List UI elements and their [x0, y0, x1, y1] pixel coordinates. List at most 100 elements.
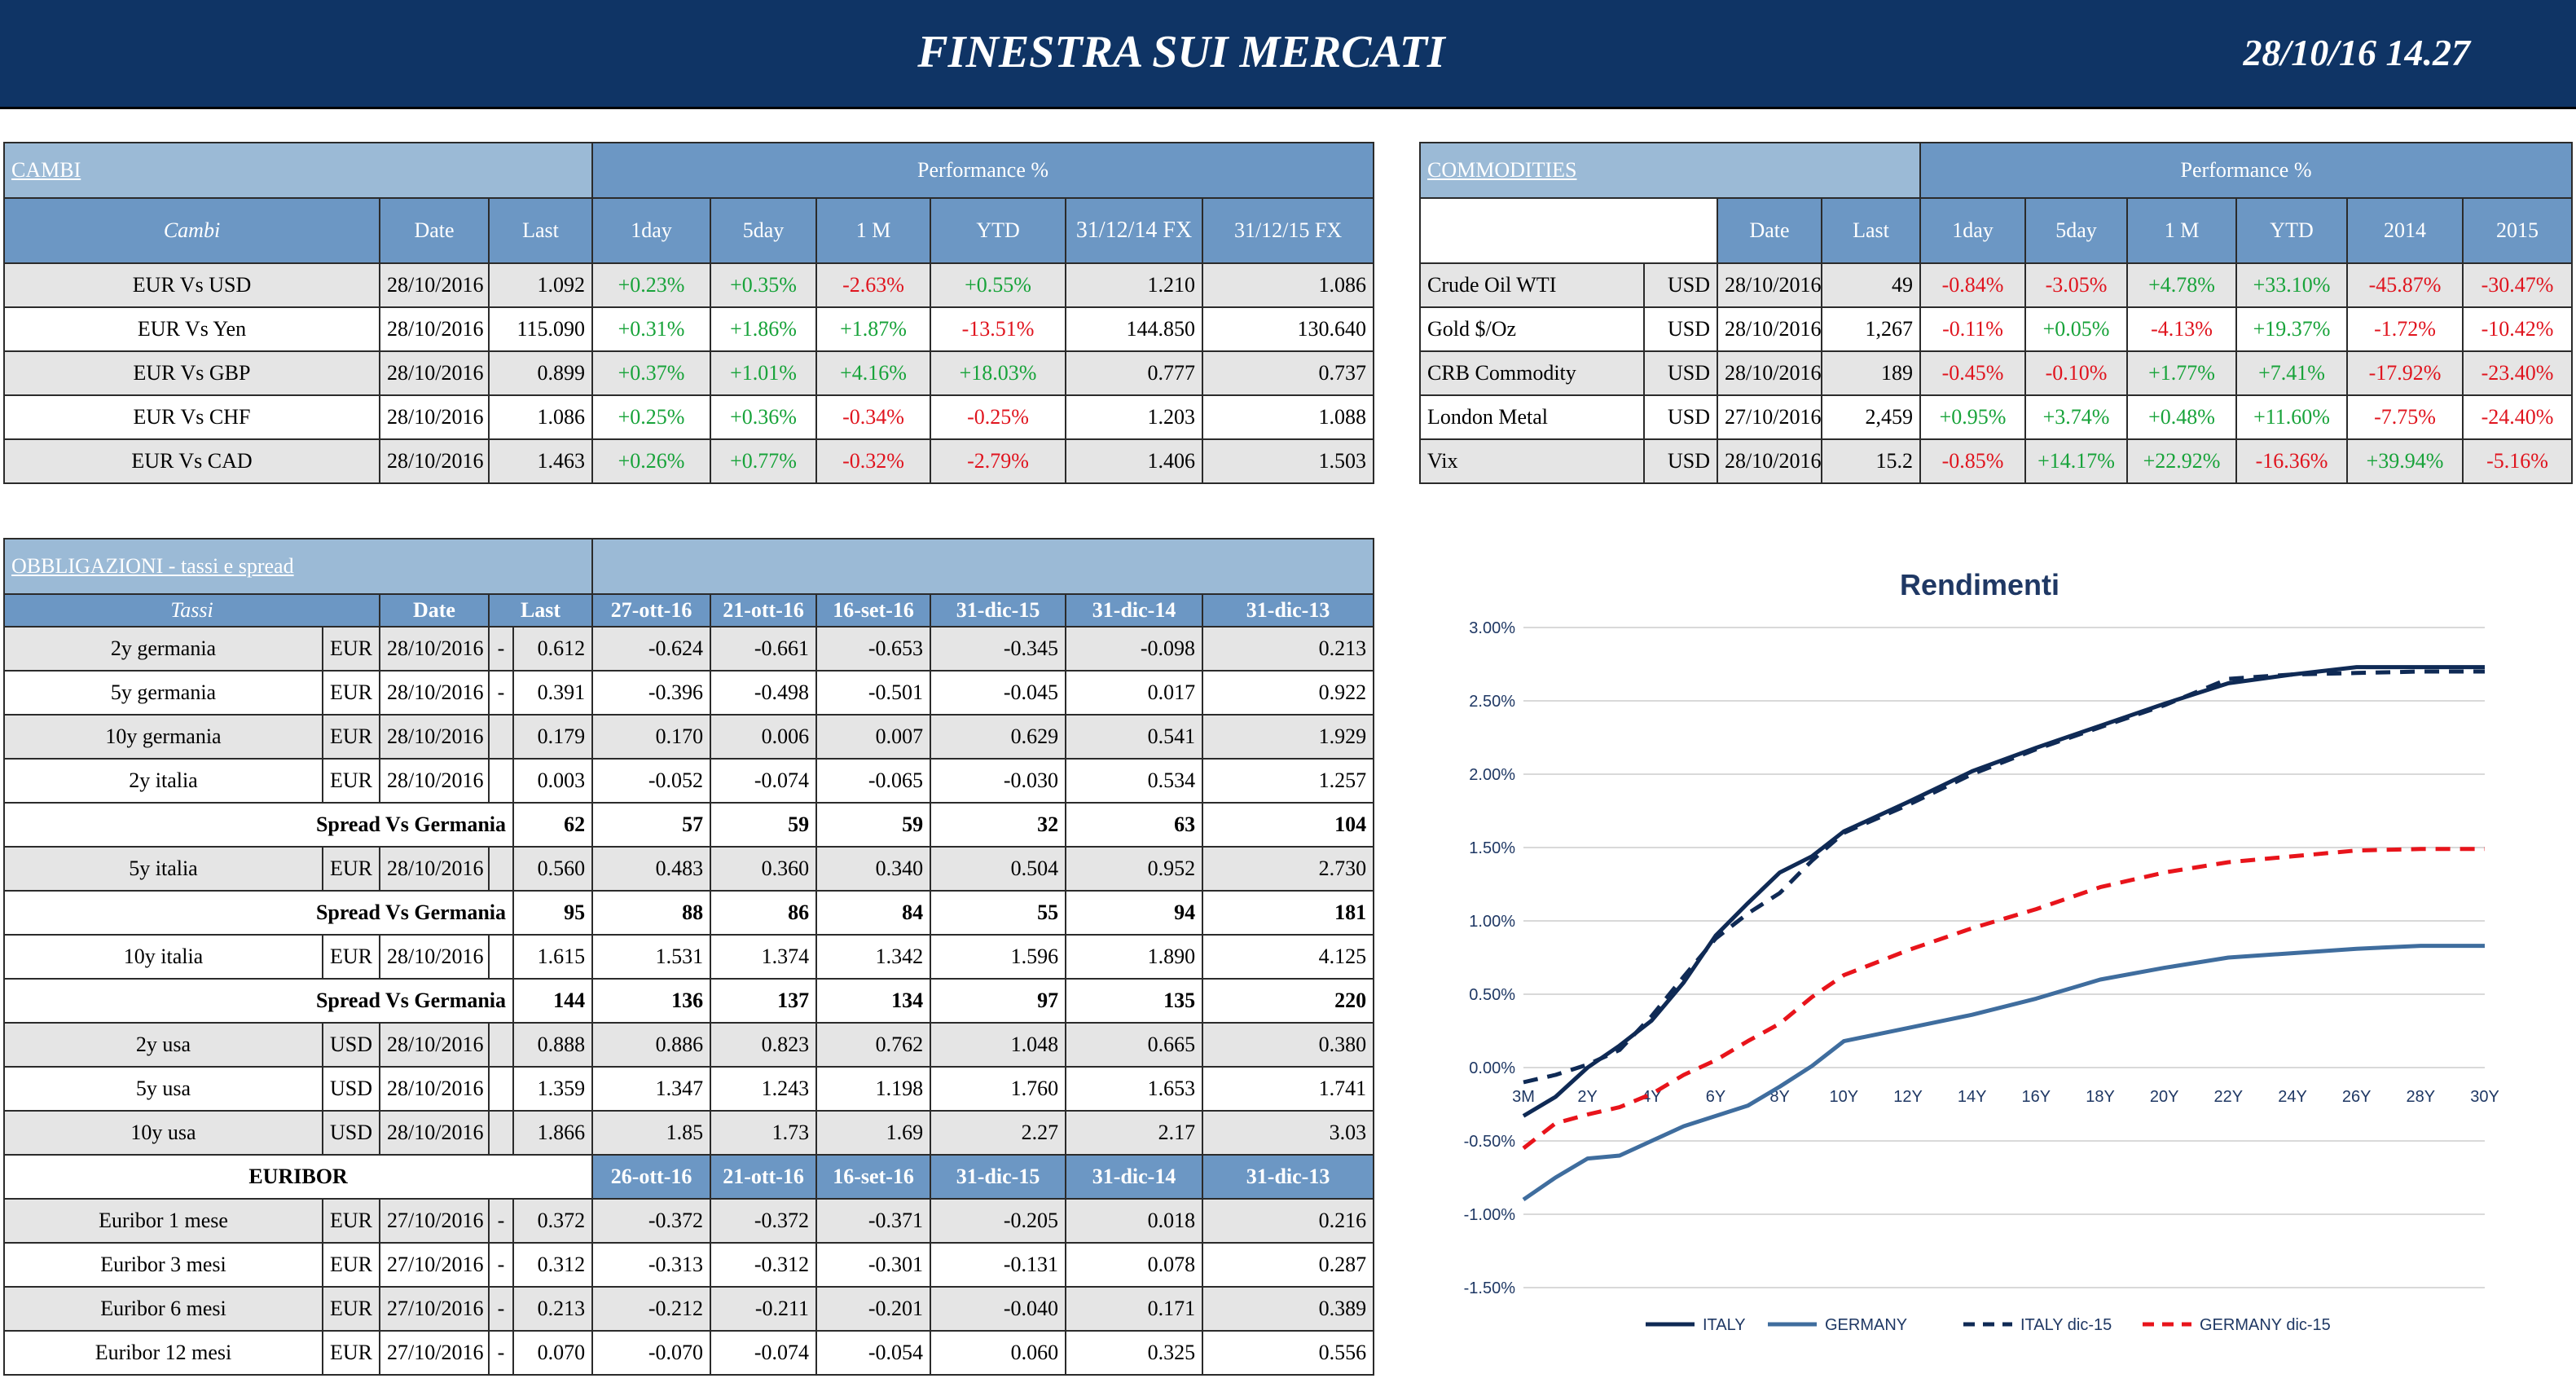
perf-d5: +0.36% — [710, 394, 818, 440]
y-tick-label: 0.00% — [1469, 1059, 1515, 1077]
x-tick-label: 10Y — [1830, 1088, 1859, 1106]
commodity-name: London Metal — [1419, 394, 1645, 440]
historic-value: 1.347 — [591, 1066, 712, 1112]
page-title: FINESTRA SUI MERCATI — [917, 27, 1445, 77]
spread-value: 57 — [591, 802, 712, 848]
y-tick-label: -1.50% — [1464, 1279, 1516, 1297]
commodity-row: Crude Oil WTI USD 28/10/2016 49 -0.84% -3.05%… — [1419, 262, 2574, 308]
perf-d1: +0.31% — [591, 306, 712, 352]
perf-d5: +3.74% — [2024, 394, 2129, 440]
commodities-table: COMMODITIES Performance % Date Last 1day 5d… — [1418, 142, 2574, 484]
date-col-header: 21-ott-16 — [710, 593, 818, 628]
cambi-col-header: Cambi — [3, 197, 380, 264]
bond-name: 2y germania — [3, 626, 323, 672]
bond-name: 10y usa — [3, 1110, 323, 1156]
historic-value: 1.198 — [815, 1066, 932, 1112]
historic-value: 0.216 — [1202, 1198, 1375, 1244]
euribor-col-header: 16-set-16 — [815, 1154, 932, 1200]
series-line-germany — [1522, 944, 2485, 1202]
perf-m1: -0.34% — [815, 394, 932, 440]
historic-value: -0.212 — [591, 1286, 712, 1332]
bond-name: 2y usa — [3, 1022, 323, 1068]
series-line-germany-dic-15 — [1522, 847, 2485, 1150]
date-col-header: 31-dic-14 — [1065, 593, 1204, 628]
dash-marker: - — [488, 1286, 514, 1332]
y-tick-label: -1.00% — [1464, 1206, 1516, 1224]
perf-d1: -0.84% — [1919, 262, 2027, 308]
dash-marker — [488, 846, 514, 892]
date-cell: 27/10/2016 — [1717, 394, 1822, 440]
bond-row: 10y italia EUR 28/10/2016 1.615 1.531 1.374 1.… — [3, 934, 1375, 980]
currency: EUR — [322, 1330, 380, 1376]
page-header: FINESTRA SUI MERCATI 28/10/16 14.27 — [0, 0, 2576, 109]
historic-value: 1.596 — [930, 934, 1067, 980]
pair-name: EUR Vs GBP — [3, 350, 380, 396]
historic-value: -0.345 — [930, 626, 1067, 672]
cambi-performance-header: Performance % — [591, 142, 1375, 199]
commodities-column-headers: Date Last 1day 5day 1 M YTD 2014 2015 — [1419, 197, 2574, 264]
perf-d1: -0.45% — [1919, 350, 2027, 396]
perf-y15: -23.40% — [2462, 350, 2574, 396]
x-tick-label: 30Y — [2470, 1088, 2499, 1106]
dash-marker: - — [488, 626, 514, 672]
bond-name: 5y italia — [3, 846, 323, 892]
chart-svg: Rendimenti 3.00% 2.50% 2.00% 1.50% 1.00% 0.50%… — [1464, 568, 2499, 1334]
historic-value: 0.389 — [1202, 1286, 1375, 1332]
historic-value: 0.340 — [815, 846, 932, 892]
date-cell: 28/10/2016 — [379, 1066, 490, 1112]
perf-m1: -0.32% — [815, 438, 932, 484]
bond-name: 10y italia — [3, 934, 323, 980]
currency: USD — [1643, 350, 1718, 396]
legend-label: ITALY dic-15 — [2020, 1316, 2112, 1334]
spread-value: 137 — [710, 978, 818, 1024]
commodity-row: CRB Commodity USD 28/10/2016 189 -0.45% -0.10… — [1419, 350, 2574, 396]
commodity-name: CRB Commodity — [1419, 350, 1645, 396]
pair-name: EUR Vs CHF — [3, 394, 380, 440]
historic-value: 1.257 — [1202, 758, 1375, 804]
historic-value: 0.952 — [1065, 846, 1204, 892]
spread-label: Spread Vs Germania — [3, 890, 514, 936]
x-tick-label: 20Y — [2150, 1088, 2179, 1106]
bond-name: 5y germania — [3, 670, 323, 716]
commodities-blank-header — [1419, 197, 1718, 264]
historic-value: -0.030 — [930, 758, 1067, 804]
perf-d1: +0.25% — [591, 394, 712, 440]
date-cell: 27/10/2016 — [379, 1330, 490, 1376]
perf-d1: -0.85% — [1919, 438, 2027, 484]
y-tick-label: 2.50% — [1469, 693, 1515, 711]
y-tick-label: 2.00% — [1469, 766, 1515, 784]
perf-ytd: -16.36% — [2235, 438, 2349, 484]
historic-value: -0.074 — [710, 758, 818, 804]
perf-ytd: +18.03% — [930, 350, 1067, 396]
perf-m1: -2.63% — [815, 262, 932, 308]
last-value: 0.003 — [512, 758, 594, 804]
last-value: 0.179 — [512, 714, 594, 760]
spread-value: 94 — [1065, 890, 1204, 936]
dash-marker — [488, 714, 514, 760]
perf-d5: +0.05% — [2024, 306, 2129, 352]
last-value: 1.866 — [512, 1110, 594, 1156]
historic-value: -0.065 — [815, 758, 932, 804]
historic-value: 1.048 — [930, 1022, 1067, 1068]
spread-last: 95 — [512, 890, 594, 936]
perf-m1: +0.48% — [2126, 394, 2238, 440]
euribor-name: Euribor 3 mesi — [3, 1242, 323, 1288]
commodity-row: Vix USD 28/10/2016 15.2 -0.85% +14.17% +22.92%… — [1419, 438, 2574, 484]
last-value: 1.615 — [512, 934, 594, 980]
x-tick-label: 14Y — [1958, 1088, 1987, 1106]
historic-value: -0.098 — [1065, 626, 1204, 672]
commodities-performance-header: Performance % — [1919, 142, 2574, 199]
euribor-col-header: 31-dic-13 — [1202, 1154, 1375, 1200]
historic-value: -0.054 — [815, 1330, 932, 1376]
x-tick-label: 2Y — [1577, 1088, 1597, 1106]
pair-name: EUR Vs CAD — [3, 438, 380, 484]
historic-value: 2.27 — [930, 1110, 1067, 1156]
x-tick-label: 4Y — [1642, 1088, 1661, 1106]
perf-d1: +0.95% — [1919, 394, 2027, 440]
cambi-title: CAMBI — [2, 142, 594, 198]
legend-label: GERMANY — [1825, 1316, 1907, 1334]
spread-row: Spread Vs Germania 62 57 59 59 32 63 104 — [3, 802, 1375, 848]
last-value: 0.888 — [512, 1022, 594, 1068]
cambi-col-header: 31/12/15 FX — [1202, 197, 1375, 264]
date-cell: 28/10/2016 — [379, 846, 490, 892]
